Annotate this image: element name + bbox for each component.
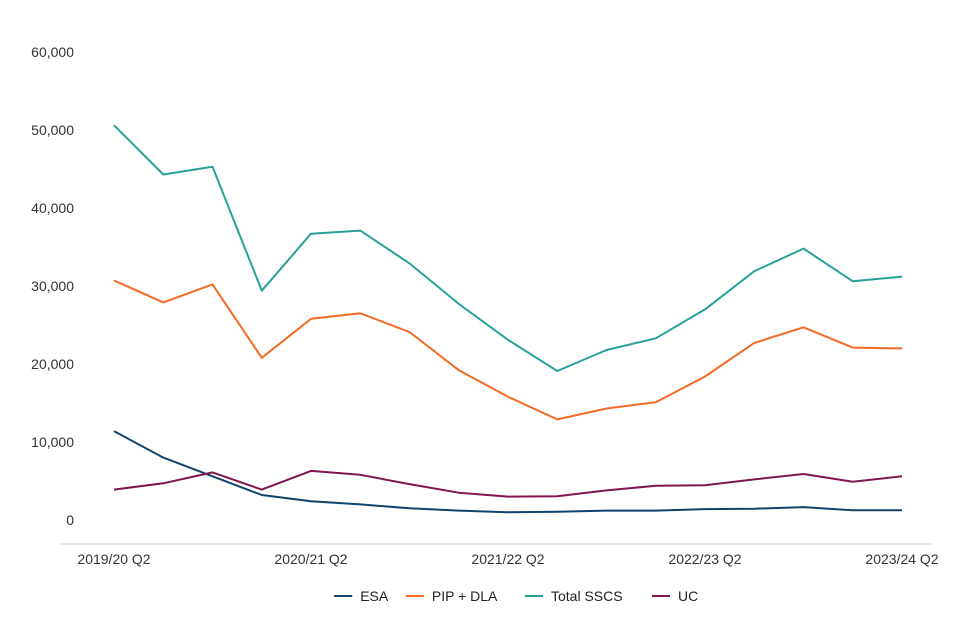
- y-tick-label: 10,000: [31, 434, 74, 450]
- series-line-uc: [113, 469, 903, 498]
- x-tick-label: 2022/23 Q2: [668, 551, 741, 567]
- x-axis-ticks: 2019/20 Q2 2020/21 Q2 2021/22 Q2 2022/23 Q2…: [77, 551, 938, 567]
- series-line-pip-dla: [113, 279, 903, 421]
- y-tick-label: 20,000: [31, 356, 74, 372]
- legend: ESA PIP + DLA Total SSCS UC: [334, 588, 698, 604]
- y-tick-label: 30,000: [31, 278, 74, 294]
- legend-label-uc: UC: [678, 588, 698, 604]
- x-tick-label: 2021/22 Q2: [471, 551, 544, 567]
- y-tick-label: 60,000: [31, 44, 74, 60]
- y-axis-ticks: 0 10,000 20,000 30,000 40,000 50,000 60,000: [31, 44, 74, 528]
- legend-label-total-sscs: Total SSCS: [551, 588, 623, 604]
- series-line-total-sscs: [113, 124, 903, 372]
- x-tick-label: 2023/24 Q2: [865, 551, 938, 567]
- y-tick-label: 0: [66, 512, 74, 528]
- x-tick-label: 2020/21 Q2: [274, 551, 347, 567]
- legend-label-esa: ESA: [360, 588, 389, 604]
- series-lines: [113, 124, 903, 514]
- series-line-esa: [113, 430, 902, 514]
- y-tick-label: 50,000: [31, 122, 74, 138]
- x-tick-label: 2019/20 Q2: [77, 551, 150, 567]
- legend-label-pip-dla: PIP + DLA: [432, 588, 498, 604]
- y-tick-label: 40,000: [31, 200, 74, 216]
